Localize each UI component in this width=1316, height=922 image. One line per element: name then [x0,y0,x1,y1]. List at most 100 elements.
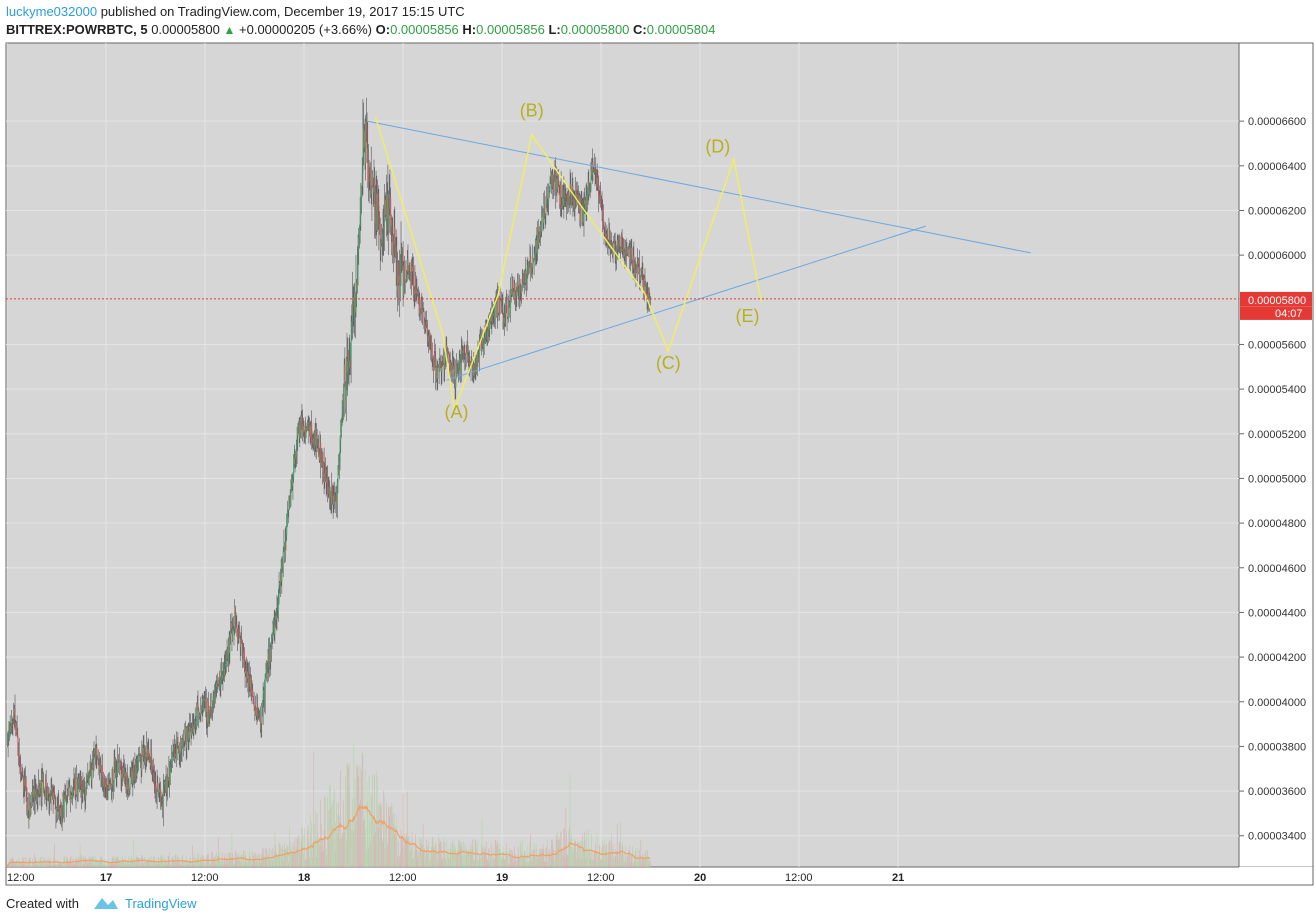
volume-bar [90,857,91,867]
wave-label: (C) [656,353,681,373]
tradingview-link[interactable]: TradingView [124,895,197,911]
volume-bar [146,859,148,867]
volume-bar [453,844,455,867]
candle-body [69,786,71,800]
volume-bar [581,858,583,867]
volume-bar [126,863,127,867]
volume-bar [123,859,125,867]
candle-body [488,322,490,329]
volume-bar [586,830,588,867]
volume-bar [433,849,435,867]
volume-bar [255,855,257,867]
volume-bar [584,831,585,867]
candle-body [242,656,244,659]
volume-bar [321,852,323,867]
volume-bar [462,841,464,867]
volume-bar [566,833,567,867]
candle-body [93,749,95,761]
volume-bar [171,857,173,867]
volume-bar [488,861,490,867]
candle-body [456,364,458,367]
candle-body [140,763,142,771]
candle-body [617,239,619,247]
candle-body [526,267,528,281]
candle-body [56,807,58,810]
volume-bar [284,849,286,867]
x-tick-label: 12:00 [191,872,219,884]
volume-bar [388,816,390,867]
x-tick-label: 12:00 [785,872,813,884]
volume-bar [338,802,339,867]
candle-body [478,357,480,361]
candle-body [20,772,22,774]
candle-body [77,782,79,797]
candle-body [280,573,282,583]
volume-bar [95,858,97,867]
volume-bar [239,861,241,867]
candle-body [266,668,268,679]
candle-body [119,762,121,766]
volume-bar [81,856,82,867]
candle-body [293,457,295,465]
volume-bar [427,846,429,867]
candle-body [109,783,111,785]
candle-body [573,199,575,203]
candle-body [94,749,96,755]
volume-bar [462,855,464,867]
volume-bar [434,844,436,867]
volume-bar [248,858,249,867]
created-with-text: Created with [6,895,79,911]
candle-body [98,764,100,766]
candle-body [412,266,414,272]
candle-body [160,789,162,801]
candle-body [16,724,18,733]
candle-body [586,195,588,210]
volume-ma-line [6,804,651,867]
candle-body [457,366,459,375]
candle-body [476,356,478,369]
candle-body [131,768,133,784]
volume-bar [494,858,495,867]
candle-body [219,686,221,688]
volume-bar [86,859,87,867]
volume-bar [222,864,224,867]
candle-body [556,178,558,189]
candle-body [45,779,47,798]
candle-body [217,680,219,685]
volume-bar [437,859,439,867]
candle-body [115,772,117,777]
candle-body [327,487,329,494]
candle-body [236,624,238,636]
author-link[interactable]: luckyme032000 [6,4,98,19]
candle-body [494,312,496,319]
volume-bar [212,856,214,867]
volume-bar [589,852,591,867]
candle-body [485,326,487,331]
volume-bar [517,859,518,867]
candle-body [307,423,309,424]
candle-body [153,777,155,781]
candle-body [500,299,502,301]
candle-body [17,734,19,754]
volume-bar [646,850,648,867]
volume-bar [219,862,221,867]
candle-body [374,210,376,224]
candle-body [130,776,132,778]
candle-body [645,281,647,294]
volume-bar [97,860,98,867]
volume-bar [271,861,273,867]
volume-bar [237,854,238,867]
wave-label: (B) [520,101,544,121]
candle-body [304,430,306,436]
volume-bar [149,864,151,867]
volume-bar [330,807,332,867]
volume-bar [259,854,260,867]
y-tick-label: 0.00003400 [1248,831,1306,843]
candle-body [473,364,475,377]
volume-bar [318,841,319,867]
candle-body [340,432,342,441]
volume-bar [231,833,233,867]
volume-bar [28,859,30,867]
candle-body [492,314,494,316]
